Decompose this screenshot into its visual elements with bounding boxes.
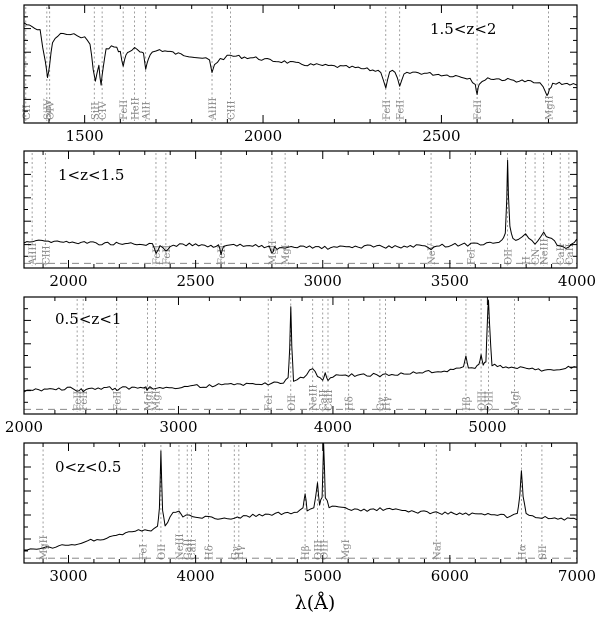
line-label: FeII <box>473 100 484 120</box>
line-label: FeII <box>162 245 173 265</box>
x-tick-label: 2000 <box>49 272 87 290</box>
line-label: AlIII <box>28 243 39 266</box>
line-label: Hγ <box>381 396 392 411</box>
line-label: H <box>522 256 533 265</box>
line-label: MgI <box>510 390 521 411</box>
line-label: OIII <box>320 540 331 560</box>
line-label: FeII <box>73 391 84 411</box>
line-label: CaII <box>319 389 330 411</box>
line-label: Hα <box>517 544 528 560</box>
line-label: OII <box>287 395 298 411</box>
x-axis-title: λ(Å) <box>295 592 336 614</box>
line-label: FeI <box>466 249 477 265</box>
line-label: AlII <box>142 102 153 121</box>
line-label: CII <box>22 104 33 120</box>
line-label: NeV <box>427 242 438 265</box>
x-tick-label: 4000 <box>314 418 352 436</box>
line-label: NaI <box>432 541 443 560</box>
line-label: MgII <box>144 386 155 411</box>
line-label: OIV <box>46 100 57 120</box>
x-tick-label: 2000 <box>5 418 43 436</box>
line-label: CaII <box>556 243 567 265</box>
spectrum-trace <box>23 300 578 393</box>
line-label: Hδ <box>205 545 216 560</box>
line-label: CaII <box>188 538 199 560</box>
line-label: CN <box>531 248 542 265</box>
line-label: Hδ <box>345 396 356 411</box>
line-label: CaII <box>565 243 576 265</box>
line-label: CIV <box>98 100 109 120</box>
spectrum-trace <box>23 22 578 97</box>
x-tick-label: 3000 <box>304 272 342 290</box>
line-label: FeII <box>396 100 407 120</box>
panel-redshift-label: 0.5<z<1 <box>55 310 121 328</box>
line-label: CaII <box>324 389 335 411</box>
line-label: Hβ <box>462 396 473 411</box>
x-tick-label: 5000 <box>468 418 506 436</box>
line-label: NeIII <box>309 384 320 411</box>
x-tick-label: 3500 <box>431 272 469 290</box>
line-label: NeIII <box>175 533 186 560</box>
line-label: Hγ <box>235 545 246 560</box>
line-label: Gγ <box>230 546 241 560</box>
x-tick-label: 5000 <box>304 567 342 585</box>
x-tick-label: 7000 <box>558 567 596 585</box>
x-tick-label: 4000 <box>558 272 596 290</box>
x-tick-label: 3000 <box>49 567 87 585</box>
x-tick-label: 3000 <box>159 418 197 436</box>
line-label: FeI <box>264 395 275 411</box>
spectrum-trace <box>23 159 578 255</box>
x-tick-label: 2000 <box>244 127 282 145</box>
x-tick-label: 2500 <box>177 272 215 290</box>
line-label: SII <box>538 545 549 560</box>
line-label: SiIV <box>43 98 54 120</box>
panel-redshift-label: 0<z<0.5 <box>55 458 121 476</box>
x-tick-label: 4000 <box>177 567 215 585</box>
line-label: HeII <box>131 97 142 120</box>
line-label: AlIII <box>208 98 219 121</box>
line-label: MgI <box>281 244 292 265</box>
line-label: FeI <box>138 544 149 560</box>
line-label: Gγ <box>376 397 387 411</box>
line-label: Hβ <box>301 545 312 560</box>
panel-redshift-label: 1.5<z<2 <box>430 20 496 38</box>
spectrum-trace <box>24 442 578 551</box>
line-label: CaII <box>183 538 194 560</box>
line-label: OIII <box>484 391 495 411</box>
panel-redshift-label: 1<z<1.5 <box>58 166 124 184</box>
line-label: MgI <box>341 539 352 560</box>
x-tick-label: 2500 <box>422 127 460 145</box>
line-label: OIII <box>477 391 488 411</box>
line-label: NeIII <box>540 238 551 265</box>
x-tick-label: 6000 <box>431 567 469 585</box>
line-label: OII <box>504 249 515 265</box>
line-label: FeII <box>382 100 393 120</box>
line-label: FeII <box>217 245 228 265</box>
line-label: FeII <box>113 391 124 411</box>
x-tick-label: 1500 <box>66 127 104 145</box>
line-label: CIII <box>227 100 238 120</box>
line-label: MgII <box>544 95 555 120</box>
line-label: MgII <box>268 240 279 265</box>
line-label: SiII <box>90 102 101 120</box>
line-label: OIII <box>314 540 325 560</box>
line-label: MgI <box>152 390 163 411</box>
line-label: CIII <box>41 245 52 265</box>
line-label: FeII <box>119 100 130 120</box>
line-label: FeII <box>152 245 163 265</box>
line-label: FeII <box>79 391 90 411</box>
line-label: OII <box>157 544 168 560</box>
